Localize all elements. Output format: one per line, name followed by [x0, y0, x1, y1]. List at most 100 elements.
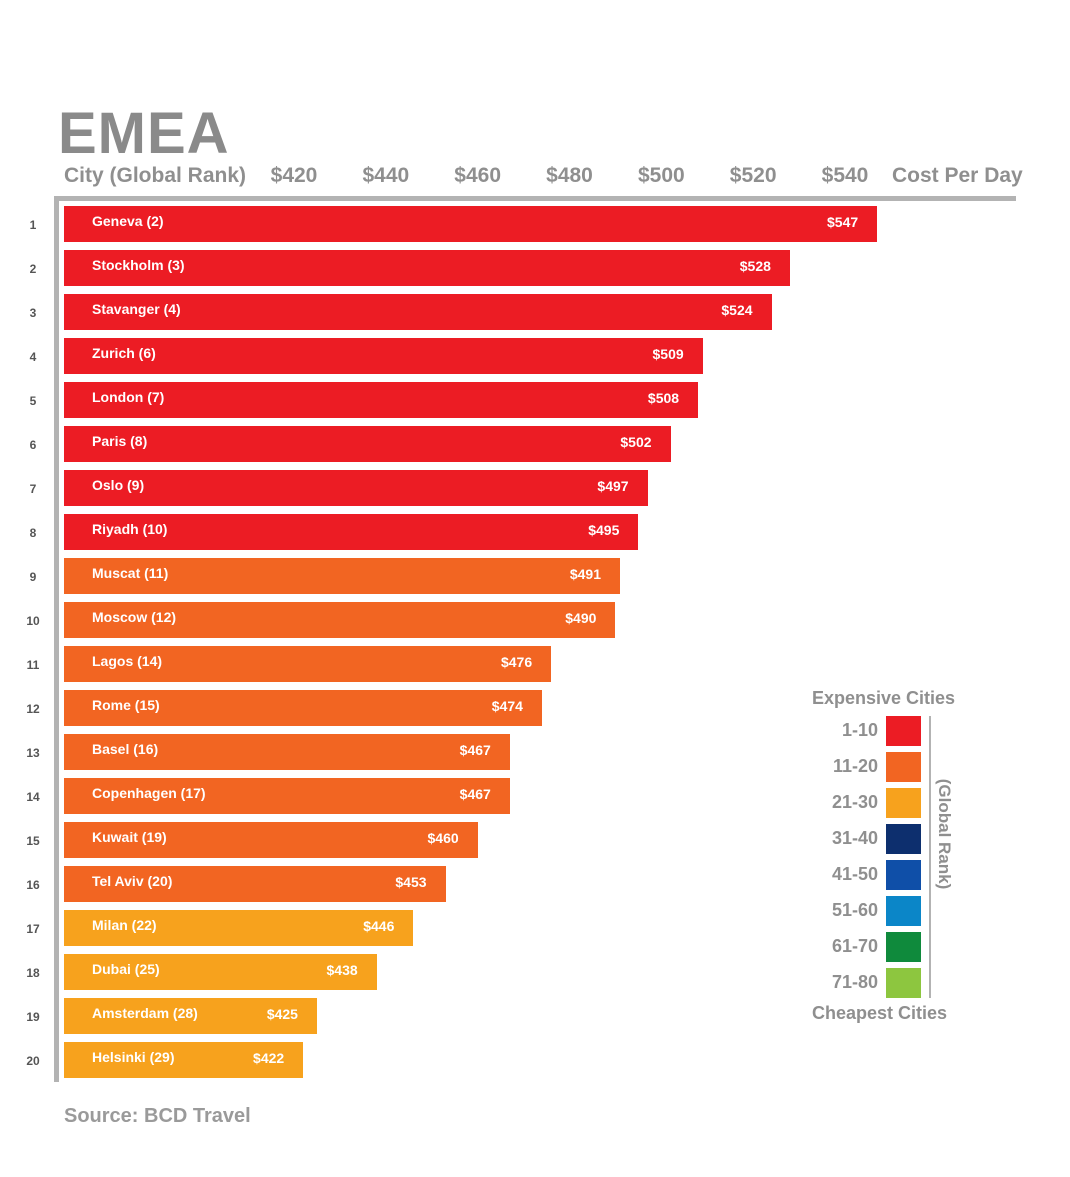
rank-label: 7 — [29, 482, 37, 496]
legend-range-label: 31-40 — [831, 828, 878, 848]
rank-label: 12 — [26, 702, 40, 716]
bar-value-label: $495 — [588, 522, 620, 538]
rank-label: 5 — [29, 394, 37, 408]
bar-city-label: Paris (8) — [92, 433, 148, 449]
bar — [64, 382, 699, 418]
x-tick-label: $460 — [454, 164, 502, 187]
rank-label: 13 — [26, 746, 40, 760]
bar-value-label: $438 — [326, 962, 358, 978]
legend-swatch — [886, 860, 921, 890]
bar-value-label: $467 — [459, 742, 491, 758]
bar-row: 12 Rome (15) $474 — [0, 690, 1070, 726]
bar — [64, 602, 616, 638]
bar-row: 20 Helsinki (29) $422 — [0, 1042, 1070, 1078]
x-tick-label: $480 — [546, 164, 593, 187]
bar-city-label: Amsterdam (28) — [92, 1005, 198, 1021]
bar-city-label: Rome (15) — [92, 697, 160, 713]
bar-row: 18 Dubai (25) $438 — [0, 954, 1070, 990]
bar-city-label: Riyadh (10) — [92, 521, 168, 537]
bar-value-label: $474 — [491, 698, 523, 714]
bar — [64, 646, 552, 682]
legend-swatch — [886, 752, 921, 782]
legend-item: 31-40 — [800, 824, 930, 854]
legend-item: 61-70 — [800, 932, 930, 962]
bar — [64, 910, 414, 946]
rank-label: 17 — [26, 922, 40, 936]
bar — [64, 1042, 304, 1078]
legend-bottom-label: Cheapest Cities — [812, 1003, 948, 1023]
bar — [64, 470, 648, 506]
legend-item: 51-60 — [800, 896, 930, 926]
bar-city-label: Stavanger (4) — [92, 301, 181, 317]
rank-label: 15 — [26, 834, 40, 848]
x-tick-label: $440 — [362, 164, 410, 187]
rank-label: 19 — [26, 1010, 40, 1024]
bar-value-label: $502 — [620, 434, 652, 450]
bar-value-label: $508 — [647, 390, 680, 406]
rank-label: 1 — [29, 218, 37, 232]
bar — [64, 250, 790, 286]
bar-row: 8 Riyadh (10) $495 — [0, 514, 1070, 550]
bar-value-label: $422 — [253, 1050, 285, 1066]
bar-city-label: London (7) — [92, 389, 165, 405]
source-note: Source: BCD Travel — [64, 1105, 251, 1127]
bar-city-label: Milan (22) — [92, 917, 157, 933]
legend-swatch — [886, 788, 921, 818]
bar-row: 14 Copenhagen (17) $467 — [0, 778, 1070, 814]
bar-value-label: $524 — [721, 302, 753, 318]
legend-range-label: 11-20 — [832, 756, 878, 776]
bar-city-label: Basel (16) — [92, 741, 159, 757]
rank-label: 2 — [29, 262, 37, 276]
bar-value-label: $453 — [395, 874, 427, 890]
bar-value-label: $491 — [569, 566, 602, 582]
bar-value-label: $467 — [459, 786, 491, 802]
bar — [64, 822, 478, 858]
bar-row: 3 Stavanger (4) $524 — [0, 294, 1070, 330]
bar-row: 15 Kuwait (19) $460 — [0, 822, 1070, 858]
bar — [64, 338, 703, 374]
rank-label: 9 — [29, 570, 37, 584]
legend-item: 41-50 — [800, 860, 930, 890]
x-axis-line — [54, 196, 1016, 201]
chart-title: EMEA — [58, 101, 230, 166]
legend-swatch — [886, 896, 921, 926]
legend-item: 1-10 — [800, 716, 930, 746]
y-axis-line — [54, 196, 59, 1082]
bar-row: 4 Zurich (6) $509 — [0, 338, 1070, 374]
bar-row: 11 Lagos (14) $476 — [0, 646, 1070, 682]
x-tick-label: $520 — [729, 164, 777, 187]
legend-bracket-line — [929, 716, 931, 998]
legend-range-label: 71-80 — [831, 972, 878, 992]
bar-value-label: $446 — [363, 918, 395, 934]
x-tick-label: $500 — [637, 164, 685, 187]
bar — [64, 866, 446, 902]
bar-row: 9 Muscat (11) $491 — [0, 558, 1070, 594]
rank-label: 20 — [26, 1054, 40, 1068]
rank-label: 11 — [26, 658, 40, 672]
rank-label: 14 — [26, 790, 40, 804]
bar-value-label: $490 — [565, 610, 597, 626]
bar-city-label: Muscat (11) — [92, 565, 169, 581]
bar-row: 6 Paris (8) $502 — [0, 426, 1070, 462]
legend-top-label: Expensive Cities — [812, 688, 956, 708]
bar-row: 2 Stockholm (3) $528 — [0, 250, 1070, 286]
bar-city-label: Oslo (9) — [92, 477, 145, 493]
legend-range-label: 61-70 — [831, 936, 878, 956]
rank-label: 4 — [29, 350, 37, 364]
legend-swatch — [886, 716, 921, 746]
bar-row: 1 Geneva (2) $547 — [0, 206, 1070, 242]
legend-side-label: (Global Rank) — [935, 778, 954, 890]
bar-row: 7 Oslo (9) $497 — [0, 470, 1070, 506]
legend-range-label: 41-50 — [831, 864, 878, 884]
rank-label: 6 — [29, 438, 37, 452]
bar — [64, 778, 510, 814]
bar — [64, 558, 620, 594]
x-axis-label: Cost Per Day — [892, 164, 1023, 187]
bar-city-label: Tel Aviv (20) — [92, 873, 173, 889]
bar — [64, 690, 542, 726]
y-axis-label: City (Global Rank) — [64, 164, 247, 187]
bar-row: 5 London (7) $508 — [0, 382, 1070, 418]
bar-city-label: Zurich (6) — [92, 345, 156, 361]
rank-label: 3 — [29, 306, 37, 320]
bar — [64, 954, 377, 990]
